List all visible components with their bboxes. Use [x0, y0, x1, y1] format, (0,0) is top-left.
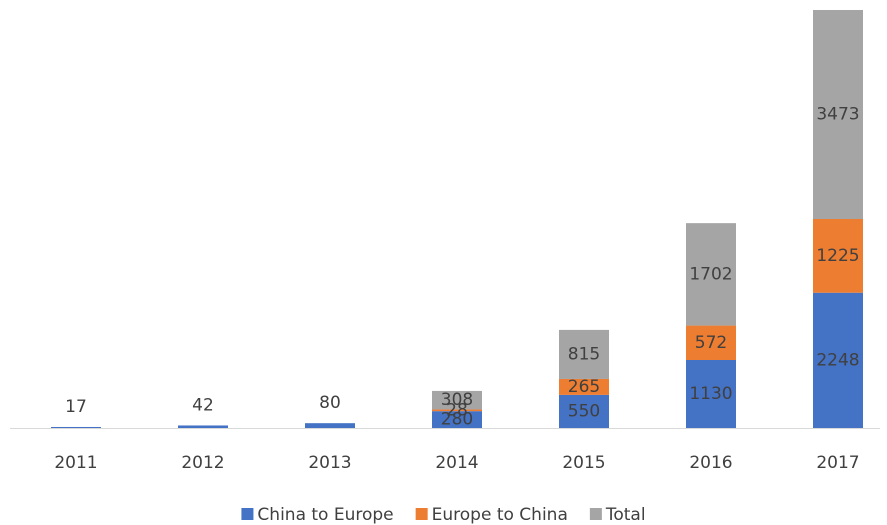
bar-segment — [305, 423, 355, 428]
x-tick-label: 2012 — [181, 453, 224, 473]
data-label: 80 — [319, 393, 341, 413]
legend-label: Europe to China — [432, 505, 568, 525]
bar-segment — [686, 325, 736, 360]
data-label: 2248 — [816, 350, 859, 370]
x-tick-label: 2015 — [562, 453, 605, 473]
data-label: 572 — [695, 333, 727, 353]
bar-segment — [432, 390, 482, 410]
x-tick-label: 2016 — [689, 453, 732, 473]
bar-segment — [813, 219, 863, 293]
data-label: 42 — [192, 395, 214, 415]
bar-segment — [559, 329, 609, 379]
bar-segment — [813, 10, 863, 219]
x-tick-label: 2014 — [435, 453, 478, 473]
data-label: 1225 — [816, 246, 859, 266]
legend-label: China to Europe — [257, 505, 393, 525]
x-tick-label: 2013 — [308, 453, 351, 473]
bar-segment — [51, 426, 101, 428]
bar-segment — [559, 394, 609, 428]
legend-swatch — [415, 508, 428, 520]
legend-swatch — [589, 508, 602, 520]
bar-segment — [432, 409, 482, 412]
data-label: 1130 — [689, 384, 732, 404]
data-label: 815 — [568, 344, 600, 364]
x-tick-label: 2017 — [816, 453, 859, 473]
bar-segment — [686, 223, 736, 326]
data-label: 280 — [441, 410, 473, 430]
data-label: 265 — [568, 377, 600, 397]
bar-segment — [813, 292, 863, 428]
data-label: 308 — [441, 390, 473, 410]
data-label: 1702 — [689, 264, 732, 284]
bar-segment — [432, 411, 482, 428]
data-label: 550 — [568, 401, 600, 421]
data-label: 17 — [65, 397, 87, 417]
legend-label: Total — [605, 505, 646, 525]
bar-segment — [178, 425, 228, 428]
data-label: 3473 — [816, 105, 859, 125]
x-tick-label: 2011 — [54, 453, 97, 473]
bar-segment — [686, 359, 736, 428]
legend-swatch — [241, 508, 254, 520]
legend: China to Europe Europe to China Total — [241, 505, 646, 525]
bar-segment — [559, 378, 609, 395]
data-label: 28 — [446, 400, 468, 420]
